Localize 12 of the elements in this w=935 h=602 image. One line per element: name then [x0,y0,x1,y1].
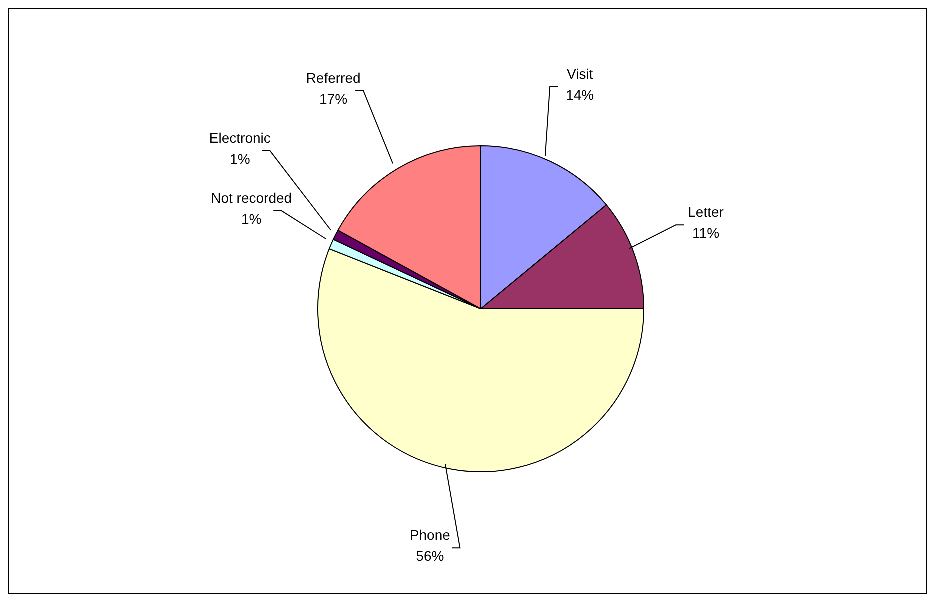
slice-label: Referred [306,70,361,86]
slice-label: Not recorded [211,190,292,206]
slice-label: Phone [410,527,451,544]
data-label: 17% [320,90,348,107]
data-label: 11% [692,225,720,242]
data-label: 14% [566,86,594,103]
slice-label: Letter [688,204,724,220]
slice-label: Visit [567,66,594,82]
data-label: 56% [416,548,444,564]
slice-label: Electronic [209,130,271,146]
data-label: 1% [230,150,250,167]
data-label: 1% [241,210,262,227]
